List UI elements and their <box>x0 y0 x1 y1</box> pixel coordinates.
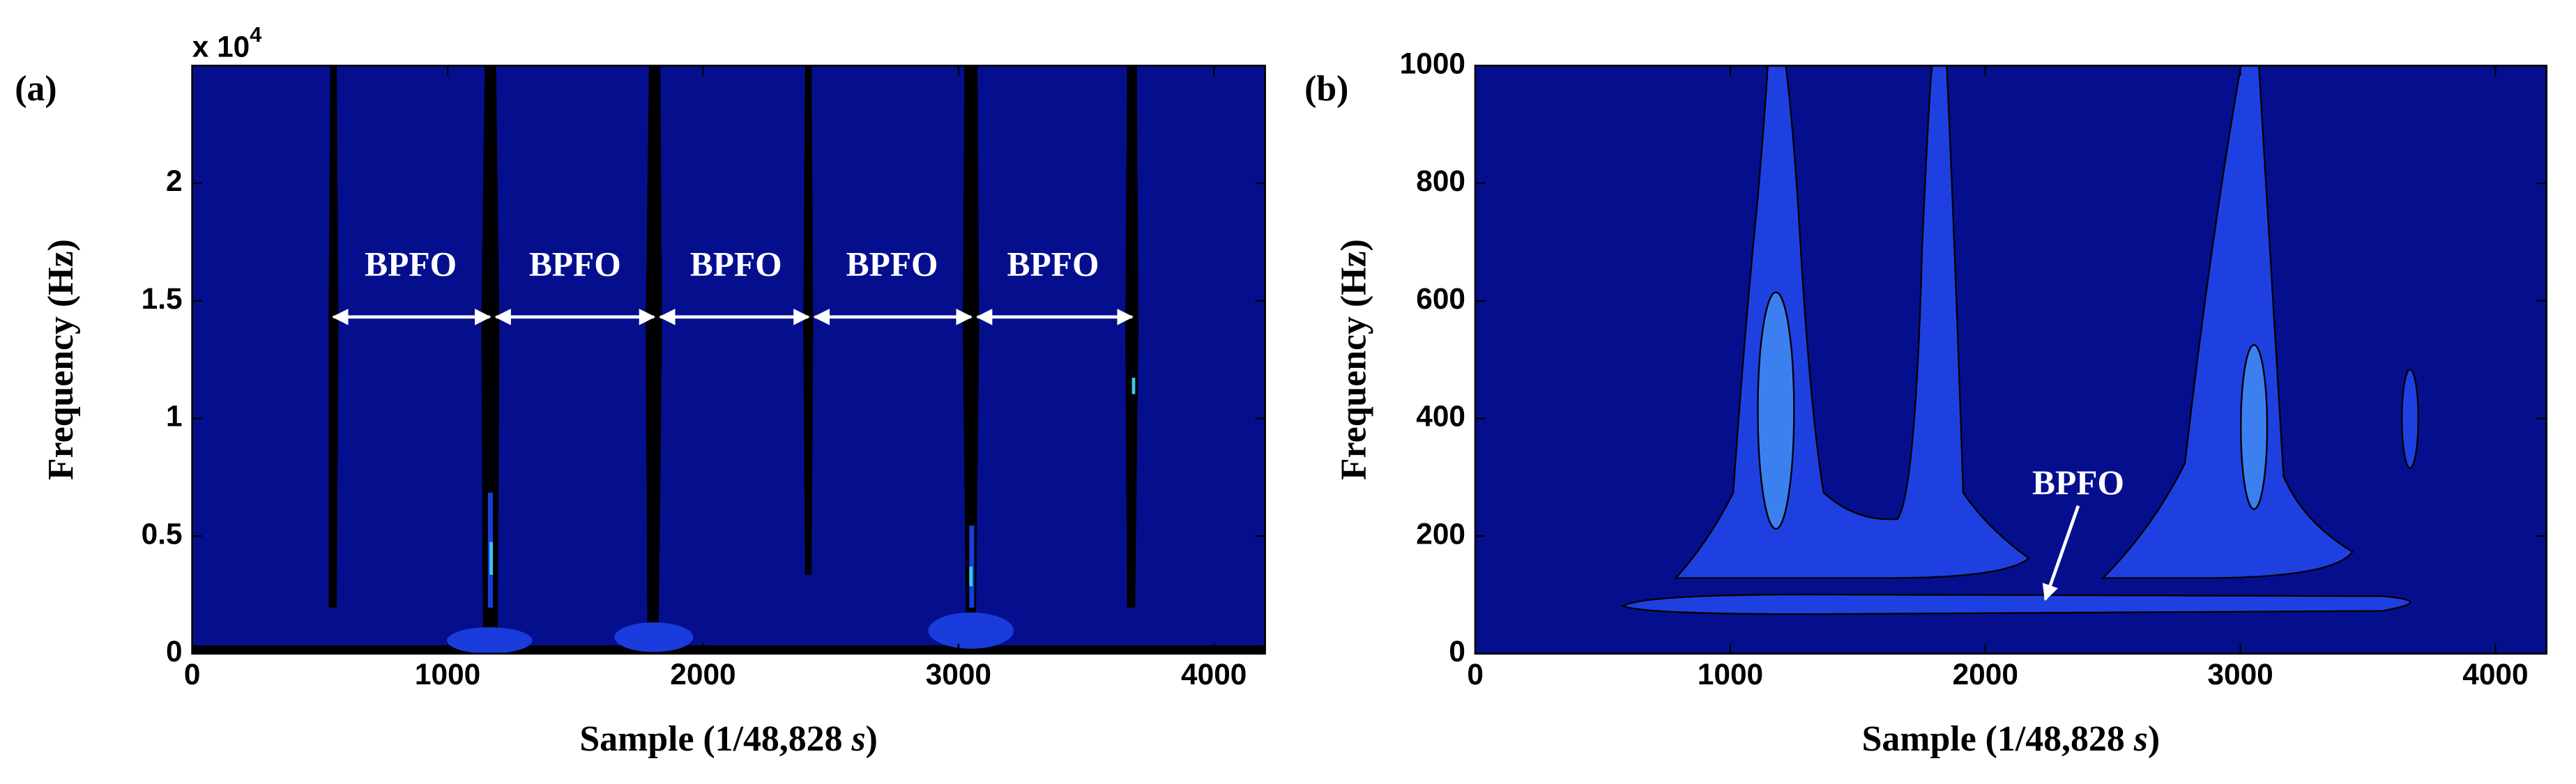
x-tick-label: 4000 <box>2462 658 2528 691</box>
x-tick-label: 2000 <box>1953 658 2018 691</box>
x-axis-label-part: Sample (1/48,828 <box>579 719 851 759</box>
x-tick-label: 0 <box>1467 658 1484 691</box>
x-axis-label: Sample (1/48,828 s) <box>1862 719 2160 759</box>
y-multiplier-base: x 10 <box>192 31 250 63</box>
plot-frame <box>191 64 1266 655</box>
y-tick-label: 1 <box>166 400 183 433</box>
y-multiplier: x 104 <box>192 23 262 63</box>
panel-label: (a) <box>15 69 56 109</box>
x-axis-label: Sample (1/48,828 s) <box>579 719 878 759</box>
y-tick-label: 600 <box>1416 282 1465 315</box>
y-tick-label: 0 <box>166 635 183 668</box>
x-tick-label: 4000 <box>1181 658 1247 691</box>
y-tick-label: 1000 <box>1400 47 1465 79</box>
annotation: BPFO <box>529 245 621 283</box>
y-tick-label: 400 <box>1416 400 1465 433</box>
x-axis-label-part: Sample (1/48,828 <box>1862 719 2134 759</box>
x-tick-label: 3000 <box>2207 658 2273 691</box>
x-axis-label-part: ) <box>866 719 878 759</box>
x-axis-label-part: s <box>2133 719 2148 759</box>
x-tick-label: 3000 <box>926 658 991 691</box>
y-multiplier-exponent: 4 <box>250 23 261 47</box>
y-tick-label: 0.5 <box>142 517 183 550</box>
contour-a <box>192 66 1265 654</box>
y-axis-label: Frequency (Hz) <box>41 239 81 480</box>
annotation-arrow <box>2042 505 2080 601</box>
x-tick-label: 1000 <box>1698 658 1763 691</box>
x-axis-label-part: ) <box>2148 719 2160 759</box>
x-tick-label: 1000 <box>415 658 480 691</box>
annotation: BPFO <box>1007 245 1099 283</box>
x-tick-label: 0 <box>184 658 201 691</box>
x-axis-label-part: s <box>851 719 865 759</box>
y-tick-label: 2 <box>166 164 183 197</box>
y-tick-label: 200 <box>1416 517 1465 550</box>
panel-label: (b) <box>1304 69 1348 109</box>
plot-frame <box>1474 64 2547 655</box>
x-tick-label: 2000 <box>670 658 736 691</box>
annotation: BPFO <box>365 245 457 283</box>
contour-b <box>1475 66 2547 654</box>
y-tick-label: 1.5 <box>142 282 183 315</box>
y-tick-label: 800 <box>1416 164 1465 197</box>
annotation: BPFO <box>2032 463 2124 502</box>
annotation: BPFO <box>690 245 782 283</box>
y-tick-label: 0 <box>1449 635 1465 668</box>
annotation: BPFO <box>846 245 938 283</box>
y-axis-label: Frequency (Hz) <box>1334 239 1373 480</box>
